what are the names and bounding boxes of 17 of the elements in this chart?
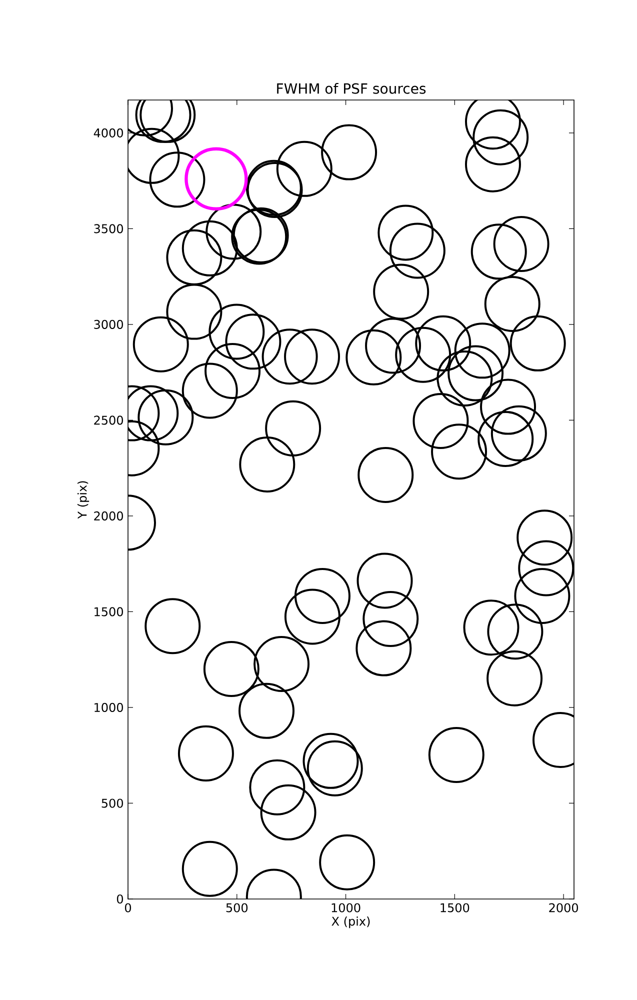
y-tick-label: 3500 <box>94 224 123 234</box>
y-tick-label: 2000 <box>94 511 123 520</box>
y-tick-label: 500 <box>102 798 124 808</box>
y-tick-label: 4000 <box>94 128 123 138</box>
y-tick-label: 0 <box>116 894 124 904</box>
x-tick-label: 500 <box>226 903 248 912</box>
y-tick-label: 3000 <box>94 320 123 329</box>
x-axis-title: X (pix) <box>332 916 370 928</box>
y-tick-label: 1500 <box>94 607 123 616</box>
x-tick-label: 2000 <box>549 903 578 912</box>
y-tick-label: 2500 <box>94 416 123 425</box>
chart-title: FWHM of PSF sources <box>277 82 426 94</box>
y-tick-label: 1000 <box>94 702 123 712</box>
x-tick-label: 0 <box>124 903 132 912</box>
x-tick-label: 1000 <box>332 903 360 912</box>
y-axis-title: Y (pix) <box>77 481 90 519</box>
x-tick-label: 1500 <box>440 903 470 912</box>
